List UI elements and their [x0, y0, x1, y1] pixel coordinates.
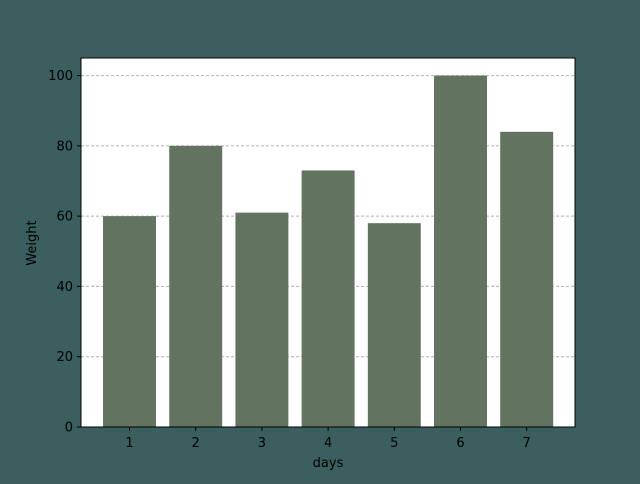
y-tick-label: 100	[48, 69, 73, 84]
bar-day-4	[301, 170, 355, 427]
x-tick-label: 2	[192, 436, 200, 451]
x-tick-label: 3	[258, 436, 266, 451]
x-tick-label: 4	[324, 436, 332, 451]
bar-day-7	[500, 131, 554, 428]
x-axis-label: days	[313, 456, 344, 471]
bars	[103, 75, 554, 428]
x-tick-label: 6	[456, 436, 464, 451]
bar-day-1	[103, 216, 156, 427]
bar-day-2	[169, 145, 223, 427]
x-tick-label: 1	[125, 436, 133, 451]
y-tick-label: 0	[65, 421, 73, 436]
y-axis-label: Weight	[25, 220, 40, 265]
bar-day-5	[367, 223, 421, 427]
y-tick-label: 60	[56, 210, 73, 225]
bar-day-3	[235, 212, 289, 427]
y-tick-label: 40	[56, 280, 73, 295]
x-tick-label: 7	[523, 436, 531, 451]
bar-day-6	[434, 75, 487, 428]
y-tick-label: 20	[56, 350, 73, 365]
axis-ticks: 0 20 40 60 80 100 1 2 3 4 5 6 7	[48, 69, 531, 451]
y-tick-label: 80	[56, 139, 73, 154]
x-tick-label: 5	[390, 436, 398, 451]
